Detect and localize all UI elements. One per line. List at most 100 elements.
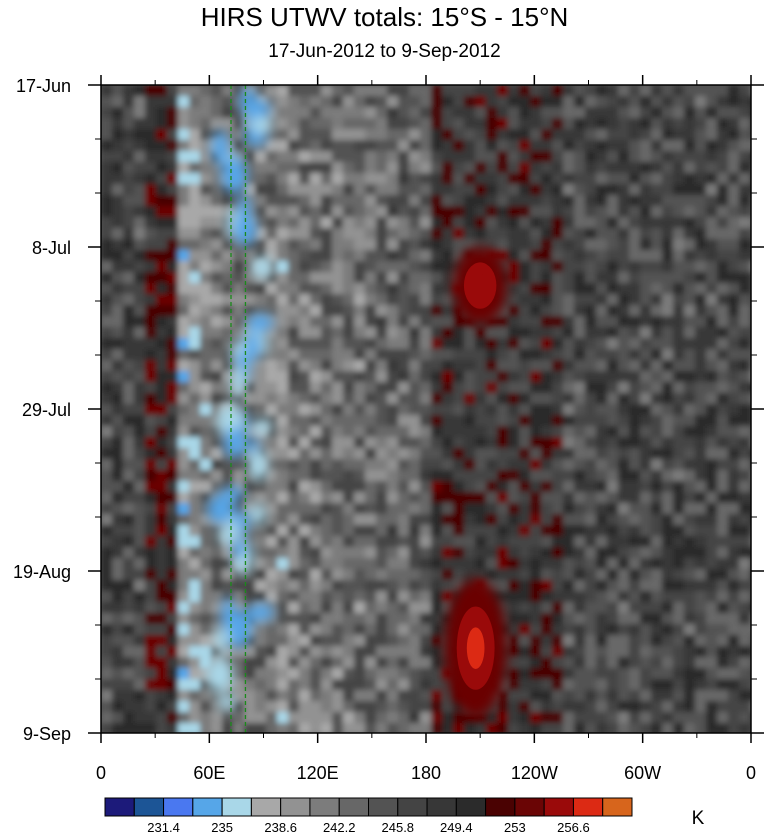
contour-cell (519, 646, 531, 658)
contour-cell (233, 580, 245, 592)
contour-cell (332, 151, 344, 163)
contour-cell (651, 701, 663, 713)
contour-cell (651, 415, 663, 427)
contour-cell (464, 184, 476, 196)
contour-cell (376, 591, 388, 603)
contour-cell (189, 426, 201, 438)
contour-cell (244, 151, 256, 163)
contour-cell (552, 426, 564, 438)
contour-cell (662, 580, 674, 592)
contour-cell (750, 448, 751, 460)
contour-cell (728, 580, 740, 592)
contour-cell (464, 140, 476, 152)
contour-cell (134, 129, 146, 141)
contour-cell (442, 393, 454, 405)
contour-cell (585, 624, 597, 636)
contour-cell (585, 547, 597, 559)
contour-cell (717, 569, 729, 581)
contour-cell (244, 250, 256, 262)
contour-cell (310, 712, 322, 724)
contour-cell (684, 470, 696, 482)
contour-cell (354, 118, 366, 130)
contour-cell (596, 602, 608, 614)
contour-cell (497, 712, 509, 724)
contour-cell (596, 404, 608, 416)
contour-cell (321, 503, 333, 515)
contour-cell (662, 250, 674, 262)
contour-cell (420, 316, 432, 328)
contour-cell (453, 404, 465, 416)
contour-cell (684, 690, 696, 702)
contour-cell (552, 723, 564, 733)
contour-cell (706, 316, 718, 328)
contour-cell (629, 206, 641, 218)
contour-cell (739, 140, 751, 152)
contour-cell (453, 184, 465, 196)
contour-cell (640, 85, 652, 97)
contour-cell (673, 217, 685, 229)
contour-cell (453, 382, 465, 394)
contour-cell (629, 503, 641, 515)
contour-cell (453, 558, 465, 570)
contour-cell (607, 206, 619, 218)
contour-cell (101, 151, 113, 163)
contour-cell (343, 261, 355, 273)
contour-cell (387, 272, 399, 284)
contour-cell (563, 558, 575, 570)
contour-cell (101, 602, 113, 614)
moist-patch (207, 494, 234, 524)
contour-cell (618, 547, 630, 559)
contour-cell (508, 723, 520, 733)
contour-cell (596, 657, 608, 669)
contour-cell (420, 459, 432, 471)
contour-cell (145, 602, 157, 614)
contour-cell (101, 118, 113, 130)
contour-cell (662, 239, 674, 251)
contour-cell (574, 503, 586, 515)
contour-cell (343, 140, 355, 152)
contour-cell (695, 140, 707, 152)
contour-cell (266, 393, 278, 405)
contour-cell (684, 514, 696, 526)
contour-cell (409, 415, 421, 427)
contour-cell (145, 173, 157, 185)
contour-cell (123, 261, 135, 273)
contour-cell (310, 690, 322, 702)
contour-cell (123, 514, 135, 526)
contour-cell (563, 228, 575, 240)
contour-cell (530, 173, 542, 185)
contour-cell (123, 349, 135, 361)
contour-cell (475, 382, 487, 394)
contour-cell (255, 701, 267, 713)
contour-cell (145, 283, 157, 295)
contour-cell (662, 316, 674, 328)
contour-cell (442, 525, 454, 537)
contour-cell (420, 514, 432, 526)
contour-cell (508, 228, 520, 240)
contour-cell (233, 294, 245, 306)
contour-cell (717, 415, 729, 427)
contour-cell (354, 580, 366, 592)
contour-cell (398, 536, 410, 548)
contour-cell (255, 404, 267, 416)
contour-cell (310, 184, 322, 196)
contour-cell (200, 217, 212, 229)
contour-cell (717, 503, 729, 515)
contour-cell (563, 701, 575, 713)
contour-cell (167, 426, 179, 438)
contour-cell (651, 657, 663, 669)
contour-cell (134, 459, 146, 471)
contour-cell (640, 283, 652, 295)
contour-cell (585, 437, 597, 449)
contour-cell (376, 701, 388, 713)
contour-cell (420, 668, 432, 680)
contour-cell (332, 129, 344, 141)
contour-cell (299, 129, 311, 141)
contour-cell (156, 690, 168, 702)
contour-cell (266, 558, 278, 570)
contour-cell (167, 261, 179, 273)
contour-cell (365, 228, 377, 240)
moist-patch (233, 212, 257, 246)
contour-cell (365, 360, 377, 372)
